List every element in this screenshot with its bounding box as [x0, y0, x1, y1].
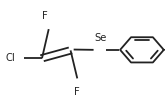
Text: F: F	[74, 87, 79, 97]
Text: F: F	[43, 11, 48, 21]
Text: Cl: Cl	[5, 53, 15, 63]
Text: Se: Se	[94, 33, 107, 43]
